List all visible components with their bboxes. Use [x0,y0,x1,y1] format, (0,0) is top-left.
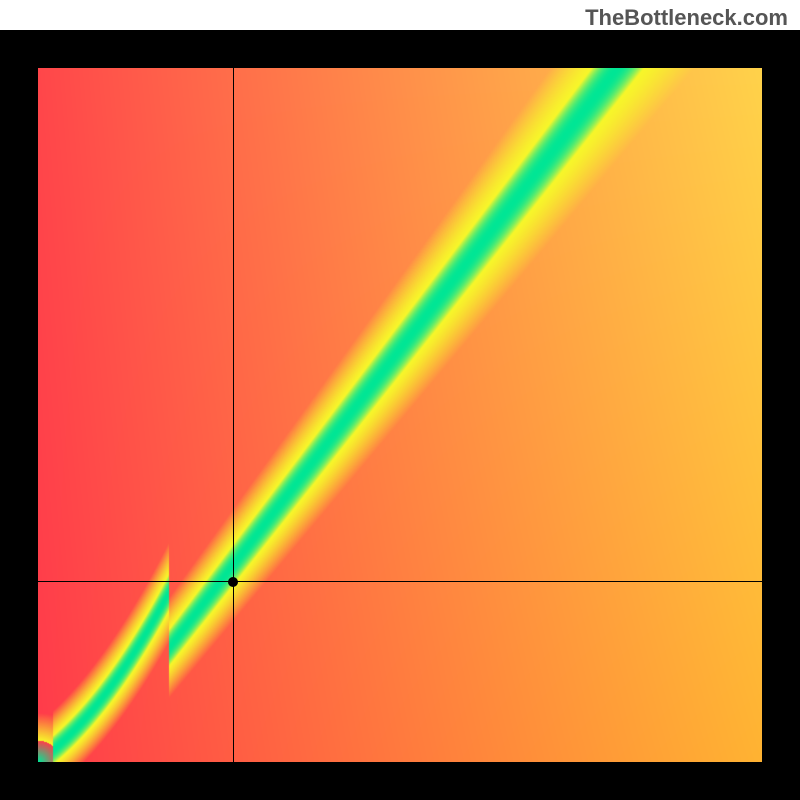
crosshair-horizontal-line [38,581,762,582]
crosshair-vertical-line [233,68,234,762]
watermark-text: TheBottleneck.com [585,5,788,31]
bottleneck-heatmap [38,68,762,762]
